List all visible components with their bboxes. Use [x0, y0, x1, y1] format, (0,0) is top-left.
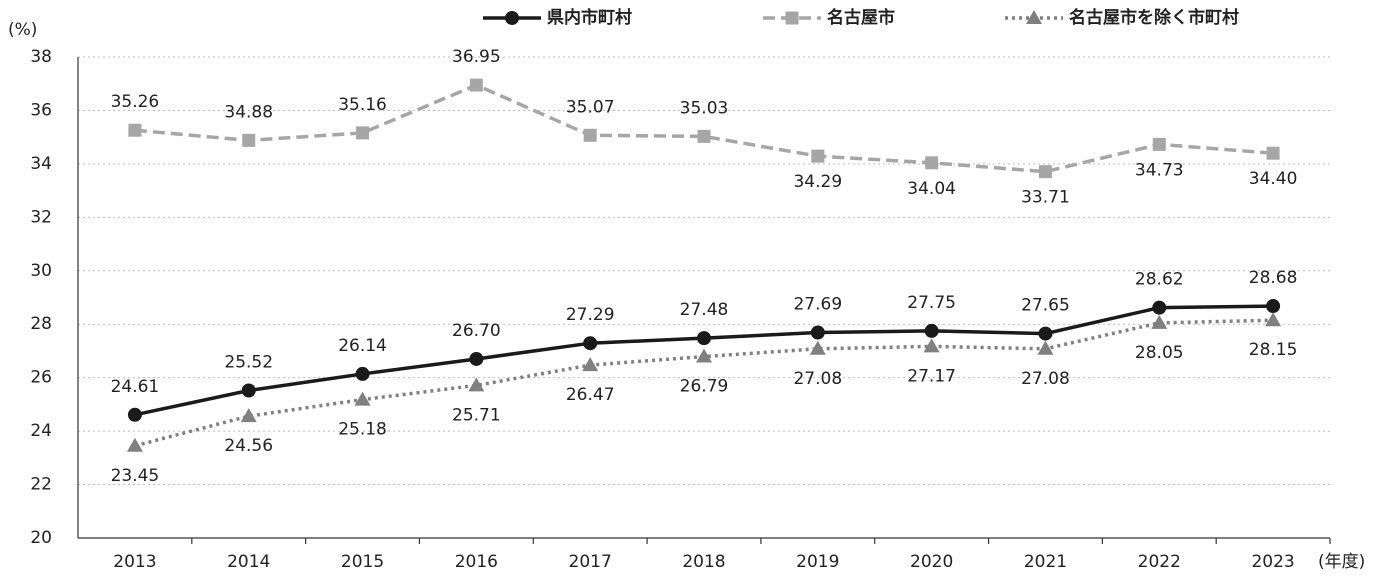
y-tick-label: 28	[30, 314, 52, 334]
marker	[1152, 300, 1167, 315]
marker	[1038, 165, 1052, 179]
marker	[1038, 326, 1053, 341]
y-tick-label: 32	[30, 207, 52, 227]
marker	[126, 437, 143, 452]
value-label: 27.69	[793, 295, 842, 315]
x-axis-label: (年度)	[1318, 552, 1365, 572]
value-label: 25.52	[224, 352, 273, 372]
marker	[697, 129, 711, 143]
marker	[240, 408, 257, 423]
legend-label: 名古屋市を除く市町村	[1069, 7, 1239, 28]
value-label: 27.48	[680, 300, 729, 320]
x-tick-label: 2021	[1024, 552, 1067, 572]
x-tick-label: 2015	[341, 552, 384, 572]
value-label: 34.04	[907, 179, 956, 199]
y-tick-label: 36	[30, 100, 52, 120]
marker	[356, 126, 370, 140]
value-label: 26.70	[452, 321, 501, 341]
value-label: 27.17	[907, 366, 956, 386]
marker	[1266, 299, 1281, 314]
value-label: 34.88	[224, 102, 273, 122]
marker	[469, 78, 483, 92]
x-tick-label: 2018	[682, 552, 725, 572]
y-tick-label: 34	[30, 154, 52, 174]
value-label: 23.45	[111, 466, 160, 486]
marker	[811, 149, 825, 163]
marker	[924, 323, 939, 338]
value-label: 24.61	[111, 377, 160, 397]
value-label: 26.47	[566, 385, 615, 405]
value-label: 26.14	[338, 336, 387, 356]
y-tick-label: 30	[30, 261, 52, 281]
marker	[1266, 146, 1280, 160]
y-tick-label: 38	[30, 47, 52, 67]
value-label: 34.40	[1249, 169, 1298, 189]
value-label: 27.08	[793, 369, 842, 389]
value-label: 27.08	[1021, 369, 1070, 389]
marker	[923, 338, 940, 353]
marker	[127, 407, 142, 422]
marker	[242, 133, 256, 147]
y-tick-label: 22	[30, 475, 52, 495]
marker	[583, 128, 597, 142]
x-tick-label: 2014	[227, 552, 270, 572]
value-label: 28.62	[1135, 270, 1184, 290]
y-tick-label: 20	[30, 528, 52, 548]
marker	[1265, 312, 1282, 327]
y-axis-label: (%)	[8, 20, 37, 40]
value-label: 35.07	[566, 97, 615, 117]
value-label: 27.29	[566, 305, 615, 325]
marker	[810, 325, 825, 340]
value-label: 27.65	[1021, 296, 1070, 316]
value-label: 27.75	[907, 293, 956, 313]
legend-label: 県内市町村	[547, 7, 632, 28]
y-tick-label: 26	[30, 368, 52, 388]
value-label: 26.79	[680, 377, 729, 397]
x-tick-label: 2016	[455, 552, 498, 572]
value-label: 34.73	[1135, 160, 1184, 180]
value-label: 35.03	[680, 98, 729, 118]
marker	[354, 391, 371, 406]
value-label: 36.95	[452, 47, 501, 67]
value-label: 25.18	[338, 420, 387, 440]
x-tick-label: 2020	[910, 552, 953, 572]
marker	[1037, 340, 1054, 355]
legend-marker	[1026, 10, 1042, 24]
marker	[355, 366, 370, 381]
series-line	[134, 83, 1274, 174]
marker	[582, 357, 599, 372]
value-label: 25.71	[452, 405, 501, 425]
x-tick-label: 2017	[569, 552, 612, 572]
value-label: 28.68	[1249, 268, 1298, 288]
legend-label: 名古屋市	[827, 7, 895, 28]
value-label: 34.29	[793, 172, 842, 192]
x-tick-label: 2019	[796, 552, 839, 572]
value-label: 35.26	[111, 92, 160, 112]
marker	[697, 331, 711, 346]
marker	[241, 383, 256, 398]
marker	[128, 123, 142, 137]
x-tick-label: 2013	[113, 552, 156, 572]
legend-marker	[505, 11, 519, 25]
value-label: 33.71	[1021, 188, 1070, 208]
marker	[1152, 137, 1166, 151]
marker	[1151, 314, 1168, 329]
value-label: 35.16	[338, 95, 387, 115]
y-tick-label: 24	[30, 421, 52, 441]
x-tick-label: 2022	[1138, 552, 1181, 572]
marker	[696, 348, 712, 363]
value-label: 28.05	[1135, 343, 1184, 363]
marker	[925, 156, 939, 170]
marker	[469, 351, 484, 366]
marker	[468, 377, 485, 392]
marker	[809, 340, 826, 355]
value-label: 24.56	[224, 436, 273, 456]
value-label: 28.15	[1249, 340, 1298, 360]
marker	[583, 336, 598, 351]
x-tick-label: 2023	[1251, 552, 1294, 572]
legend-marker	[785, 11, 799, 25]
